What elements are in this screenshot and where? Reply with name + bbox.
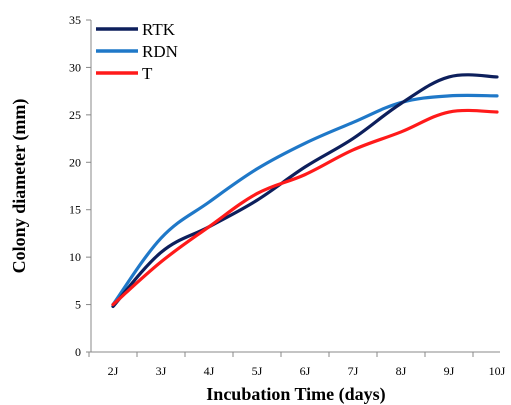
series-lines	[111, 73, 499, 309]
y-tick-label: 20	[69, 155, 81, 169]
legend: RTK RDN T	[96, 20, 178, 83]
x-tick-label: 2J	[108, 364, 119, 378]
x-ticks: 2J 3J 4J 5J 6J 7J 8J 9J 10J	[88, 352, 506, 378]
y-tick-label: 10	[69, 250, 81, 264]
x-tick-label: 7J	[348, 364, 359, 378]
series-line-rtk	[111, 73, 499, 309]
x-axis-title: Incubation Time (days)	[206, 384, 385, 405]
x-tick-label: 4J	[204, 364, 215, 378]
x-tick-label: 5J	[252, 364, 263, 378]
x-tick-label: 9J	[444, 364, 455, 378]
y-ticks: 0 5 10 15 20 25 30 35	[69, 13, 91, 359]
y-tick-label: 35	[69, 13, 81, 27]
x-tick-label: 10J	[489, 364, 506, 378]
x-tick-label: 6J	[300, 364, 311, 378]
legend-label-rdn: RDN	[142, 42, 178, 61]
axes	[90, 20, 500, 353]
y-tick-label: 15	[69, 203, 81, 217]
legend-label-t: T	[142, 64, 153, 83]
y-tick-label: 0	[75, 345, 81, 359]
x-tick-label: 3J	[156, 364, 167, 378]
y-tick-label: 25	[69, 108, 81, 122]
x-tick-label: 8J	[396, 364, 407, 378]
y-tick-label: 30	[69, 60, 81, 74]
y-tick-label: 5	[75, 298, 81, 312]
y-axis-title: Colony diameter (mm)	[9, 99, 30, 274]
legend-label-rtk: RTK	[142, 20, 176, 39]
series-line-rdn	[111, 93, 499, 307]
series-line-t	[111, 108, 499, 307]
